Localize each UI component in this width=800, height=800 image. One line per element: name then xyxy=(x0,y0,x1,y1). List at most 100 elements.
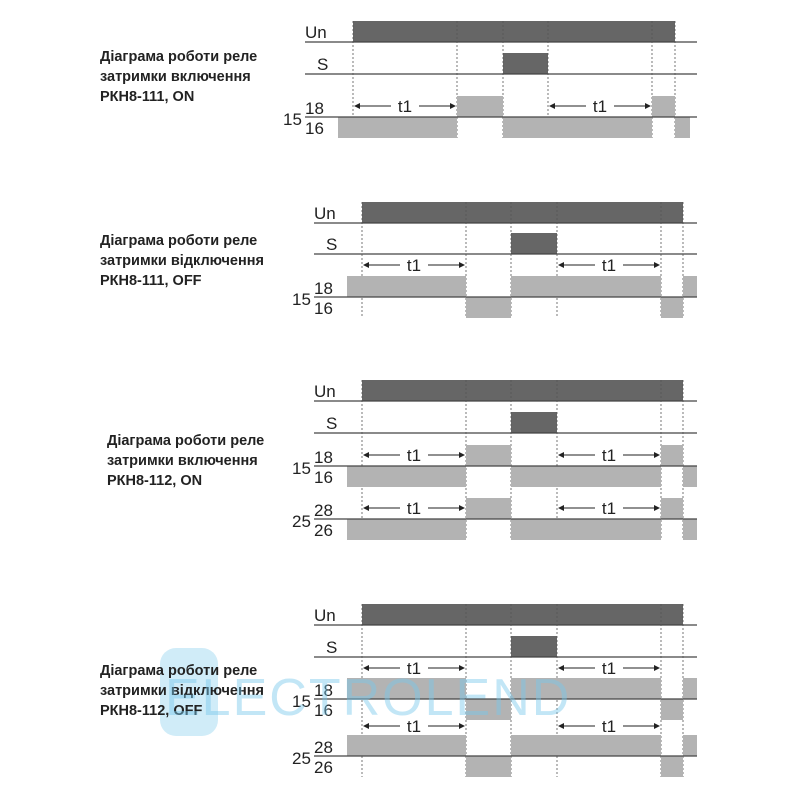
arrow-left-icon xyxy=(558,262,564,268)
title-line: затримки відключення xyxy=(100,683,264,699)
title-line: РКН8-112, OFF xyxy=(100,703,203,719)
un-label: Un xyxy=(314,606,336,625)
title-line: затримки відключення xyxy=(100,253,264,269)
t1-label: t1 xyxy=(407,717,421,736)
s-signal-bar xyxy=(511,412,557,433)
t1-label: t1 xyxy=(407,499,421,518)
contact-common-label: 15 xyxy=(292,290,311,309)
s-signal-bar xyxy=(503,53,548,74)
t1-label: t1 xyxy=(602,499,616,518)
contact-nc-closed-bar xyxy=(347,519,466,540)
s-signal-bar xyxy=(511,233,557,254)
contact-common-label: 15 xyxy=(292,459,311,478)
contact-nc-closed-bar xyxy=(338,117,457,138)
contact-common-label: 25 xyxy=(292,512,311,531)
un-label: Un xyxy=(314,204,336,223)
contact-no-closed-bar xyxy=(652,96,675,117)
arrow-right-icon xyxy=(459,723,465,729)
contact-nc-closed-bar xyxy=(503,117,652,138)
contact-no-closed-bar xyxy=(347,735,466,756)
contact-nc-closed-bar xyxy=(466,297,511,318)
contact-nc-closed-bar xyxy=(661,297,683,318)
s-label: S xyxy=(317,55,328,74)
contact-no-closed-bar xyxy=(511,678,661,699)
s-label: S xyxy=(326,638,337,657)
title-line: Діаграма роботи реле xyxy=(100,49,258,65)
diagram-title-1: Діаграма роботи реле затримки включення … xyxy=(100,47,257,107)
arrow-right-icon xyxy=(459,262,465,268)
contact-common-label: 15 xyxy=(283,110,302,129)
contact-nc-label: 16 xyxy=(314,701,333,720)
title-line: Діаграма роботи реле xyxy=(107,433,265,449)
arrow-left-icon xyxy=(549,103,555,109)
t1-label: t1 xyxy=(602,256,616,275)
t1-label: t1 xyxy=(407,256,421,275)
contact-no-label: 18 xyxy=(305,99,324,118)
contact-no-closed-bar xyxy=(661,498,683,519)
arrow-left-icon xyxy=(363,262,369,268)
contact-common-label: 25 xyxy=(292,749,311,768)
contact-common-label: 15 xyxy=(292,692,311,711)
contact-no-label: 28 xyxy=(314,738,333,757)
arrow-right-icon xyxy=(654,723,660,729)
title-line: РКН8-111, OFF xyxy=(100,273,202,289)
contact-no-closed-bar xyxy=(457,96,503,117)
contact-nc-label: 16 xyxy=(314,299,333,318)
arrow-right-icon xyxy=(450,103,456,109)
un-signal-bar xyxy=(353,21,675,42)
diagram-title-3: Діаграма роботи реле затримки включення … xyxy=(107,431,264,491)
contact-nc-closed-bar xyxy=(683,519,697,540)
contact-nc-closed-bar xyxy=(675,117,690,138)
arrow-right-icon xyxy=(654,505,660,511)
contact-no-closed-bar xyxy=(683,276,697,297)
un-signal-bar xyxy=(362,380,683,401)
un-label: Un xyxy=(314,382,336,401)
arrow-left-icon xyxy=(363,723,369,729)
contact-no-label: 18 xyxy=(314,279,333,298)
un-signal-bar xyxy=(362,604,683,625)
contact-nc-label: 26 xyxy=(314,521,333,540)
contact-nc-closed-bar xyxy=(661,756,683,777)
arrow-right-icon xyxy=(654,665,660,671)
contact-nc-label: 16 xyxy=(314,468,333,487)
title-line: РКН8-112, ON xyxy=(107,473,203,489)
arrow-left-icon xyxy=(558,452,564,458)
contact-nc-closed-bar xyxy=(466,756,511,777)
title-line: Діаграма роботи реле xyxy=(100,233,258,249)
title-line: Діаграма роботи реле xyxy=(100,663,258,679)
arrow-left-icon xyxy=(354,103,360,109)
s-label: S xyxy=(326,414,337,433)
contact-no-closed-bar xyxy=(511,276,661,297)
arrow-right-icon xyxy=(459,452,465,458)
arrow-right-icon xyxy=(654,452,660,458)
contact-no-closed-bar xyxy=(347,678,466,699)
un-label: Un xyxy=(305,23,327,42)
arrow-right-icon xyxy=(645,103,651,109)
contact-no-closed-bar xyxy=(683,735,697,756)
arrow-right-icon xyxy=(459,505,465,511)
arrow-left-icon xyxy=(363,505,369,511)
t1-label: t1 xyxy=(602,659,616,678)
un-signal-bar xyxy=(362,202,683,223)
s-label: S xyxy=(326,235,337,254)
contact-nc-closed-bar xyxy=(511,519,661,540)
watermark-logo-badge xyxy=(160,648,218,736)
contact-nc-closed-bar xyxy=(661,699,683,720)
contact-no-closed-bar xyxy=(661,445,683,466)
contact-no-label: 18 xyxy=(314,448,333,467)
diagram-title-4: Діаграма роботи реле затримки відключенн… xyxy=(100,661,264,721)
t1-label: t1 xyxy=(407,446,421,465)
s-signal-bar xyxy=(511,636,557,657)
contact-no-label: 18 xyxy=(314,681,333,700)
diagram-title-2: Діаграма роботи реле затримки відключенн… xyxy=(100,231,264,291)
t1-label: t1 xyxy=(602,717,616,736)
arrow-left-icon xyxy=(363,665,369,671)
contact-nc-label: 16 xyxy=(305,119,324,138)
contact-nc-label: 26 xyxy=(314,758,333,777)
arrow-left-icon xyxy=(558,505,564,511)
title-line: затримки включення xyxy=(107,453,258,469)
contact-no-closed-bar xyxy=(347,276,466,297)
contact-no-closed-bar xyxy=(683,678,697,699)
contact-no-label: 28 xyxy=(314,501,333,520)
contact-nc-closed-bar xyxy=(511,466,661,487)
